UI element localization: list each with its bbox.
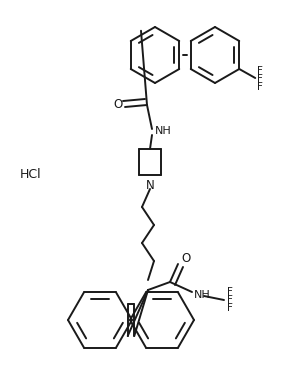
Text: F: F: [257, 74, 263, 84]
Text: F: F: [257, 82, 263, 92]
Text: F: F: [257, 66, 263, 76]
Text: N: N: [146, 179, 154, 192]
Text: NH: NH: [155, 126, 172, 136]
Text: F: F: [227, 303, 233, 313]
Text: O: O: [181, 253, 190, 265]
Text: O: O: [113, 99, 123, 111]
Text: F: F: [227, 287, 233, 297]
Text: HCl: HCl: [20, 169, 42, 181]
Text: F: F: [227, 295, 233, 305]
Text: NH: NH: [194, 290, 211, 300]
